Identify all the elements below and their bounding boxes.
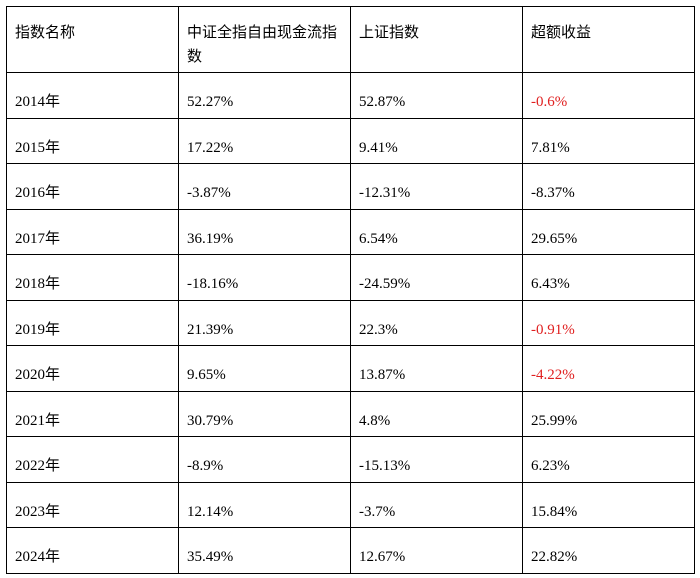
year-cell: 2020年 — [6, 345, 179, 392]
value-cell: 6.54% — [350, 208, 523, 255]
value-cell: 6.23% — [522, 436, 695, 483]
table-row: 2019年 21.39% 22.3% -0.91% — [6, 299, 695, 346]
value-cell: 17.22% — [178, 117, 351, 164]
value-cell: 6.43% — [522, 254, 695, 301]
value-cell: 21.39% — [178, 299, 351, 346]
value-cell: -3.7% — [350, 481, 523, 528]
table-row: 2016年 -3.87% -12.31% -8.37% — [6, 163, 695, 210]
year-cell: 2014年 — [6, 72, 179, 119]
table-row: 2021年 30.79% 4.8% 25.99% — [6, 390, 695, 437]
value-cell: 30.79% — [178, 390, 351, 437]
value-cell: -0.91% — [522, 299, 695, 346]
value-cell: 35.49% — [178, 527, 351, 574]
header-cell: 超额收益 — [522, 6, 695, 73]
table-row: 2014年 52.27% 52.87% -0.6% — [6, 72, 695, 119]
value-cell: 29.65% — [522, 208, 695, 255]
year-cell: 2019年 — [6, 299, 179, 346]
table-row: 2017年 36.19% 6.54% 29.65% — [6, 208, 695, 255]
value-cell: 36.19% — [178, 208, 351, 255]
value-cell: -12.31% — [350, 163, 523, 210]
value-cell: 52.87% — [350, 72, 523, 119]
value-cell: -18.16% — [178, 254, 351, 301]
value-cell: 9.41% — [350, 117, 523, 164]
header-row: 指数名称 中证全指自由现金流指数 上证指数 超额收益 — [6, 6, 695, 73]
year-cell: 2015年 — [6, 117, 179, 164]
value-cell: -4.22% — [522, 345, 695, 392]
year-cell: 2024年 — [6, 527, 179, 574]
table-row: 2020年 9.65% 13.87% -4.22% — [6, 345, 695, 392]
value-cell: -15.13% — [350, 436, 523, 483]
year-cell: 2016年 — [6, 163, 179, 210]
value-cell: 13.87% — [350, 345, 523, 392]
header-cell: 指数名称 — [6, 6, 179, 73]
value-cell: 9.65% — [178, 345, 351, 392]
value-cell: 25.99% — [522, 390, 695, 437]
year-cell: 2017年 — [6, 208, 179, 255]
header-cell: 中证全指自由现金流指数 — [178, 6, 351, 73]
value-cell: -24.59% — [350, 254, 523, 301]
table-row: 2023年 12.14% -3.7% 15.84% — [6, 481, 695, 528]
value-cell: 4.8% — [350, 390, 523, 437]
year-cell: 2018年 — [6, 254, 179, 301]
year-cell: 2023年 — [6, 481, 179, 528]
table-row: 2018年 -18.16% -24.59% 6.43% — [6, 254, 695, 301]
value-cell: 7.81% — [522, 117, 695, 164]
value-cell: -8.37% — [522, 163, 695, 210]
value-cell: 15.84% — [522, 481, 695, 528]
value-cell: 12.14% — [178, 481, 351, 528]
header-cell: 上证指数 — [350, 6, 523, 73]
value-cell: -3.87% — [178, 163, 351, 210]
year-cell: 2021年 — [6, 390, 179, 437]
value-cell: 12.67% — [350, 527, 523, 574]
table-row: 2024年 35.49% 12.67% 22.82% — [6, 527, 695, 574]
table-row: 2022年 -8.9% -15.13% 6.23% — [6, 436, 695, 483]
value-cell: 22.3% — [350, 299, 523, 346]
data-table: 指数名称 中证全指自由现金流指数 上证指数 超额收益 2014年 52.27% 52.87%… — [6, 6, 695, 574]
year-cell: 2022年 — [6, 436, 179, 483]
table-row: 2015年 17.22% 9.41% 7.81% — [6, 117, 695, 164]
value-cell: -0.6% — [522, 72, 695, 119]
value-cell: 52.27% — [178, 72, 351, 119]
value-cell: 22.82% — [522, 527, 695, 574]
value-cell: -8.9% — [178, 436, 351, 483]
